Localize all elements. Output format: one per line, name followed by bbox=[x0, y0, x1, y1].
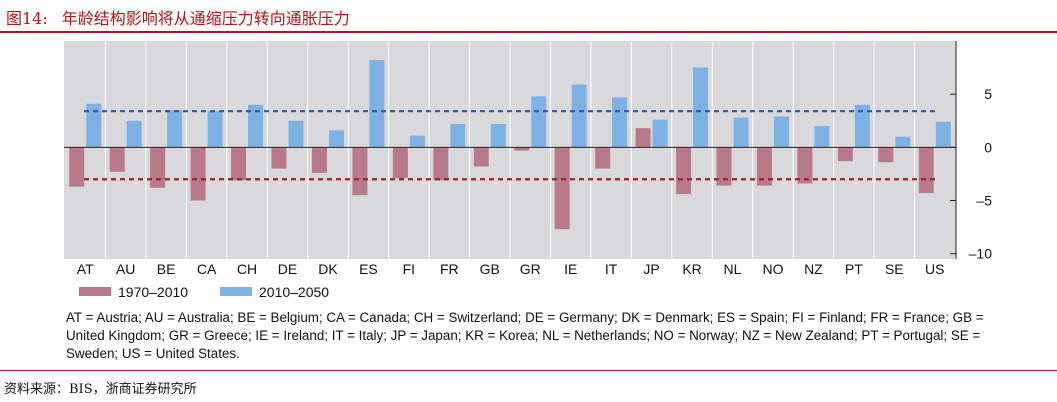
legend-label-2010-2050: 2010–2050 bbox=[259, 284, 329, 300]
x-tick-label-dk: DK bbox=[318, 261, 338, 277]
bar-us-1970-2010 bbox=[918, 147, 934, 194]
bar-at-1970-2010 bbox=[69, 147, 85, 187]
x-tick-label-se: SE bbox=[885, 261, 904, 277]
bar-us-2010-2050 bbox=[935, 121, 951, 148]
x-tick-label-no: NO bbox=[762, 261, 783, 277]
x-tick-label-pt: PT bbox=[845, 261, 863, 277]
bar-ie-2010-2050 bbox=[571, 84, 587, 148]
x-tick-label-ca: CA bbox=[197, 261, 217, 277]
bar-nz-2010-2050 bbox=[814, 126, 830, 148]
bar-it-2010-2050 bbox=[612, 97, 628, 148]
bar-gb-2010-2050 bbox=[490, 123, 506, 148]
x-tick-label-it: IT bbox=[605, 261, 618, 277]
x-tick-label-be: BE bbox=[157, 261, 176, 277]
x-tick-label-fi: FI bbox=[403, 261, 415, 277]
bar-se-2010-2050 bbox=[895, 136, 911, 148]
bar-no-1970-2010 bbox=[756, 147, 772, 186]
x-tick-label-gr: GR bbox=[520, 261, 541, 277]
x-tick-label-es: ES bbox=[359, 261, 378, 277]
x-tick-label-jp: JP bbox=[643, 261, 659, 277]
bar-be-1970-2010 bbox=[150, 147, 166, 188]
y-axis: 5 0 –5 –10 bbox=[950, 86, 992, 262]
legend: 1970–2010 2010–2050 bbox=[79, 284, 329, 300]
legend-swatch-1970-2010 bbox=[79, 287, 111, 296]
y-tick-label: –10 bbox=[969, 246, 993, 262]
bar-jp-1970-2010 bbox=[635, 128, 651, 148]
bar-kr-1970-2010 bbox=[676, 147, 692, 195]
bar-pt-2010-2050 bbox=[854, 104, 870, 148]
bar-se-1970-2010 bbox=[878, 147, 894, 163]
bar-dk-1970-2010 bbox=[311, 147, 327, 173]
bar-fi-2010-2050 bbox=[409, 135, 425, 148]
bar-kr-2010-2050 bbox=[693, 67, 709, 148]
y-tick-label: –5 bbox=[976, 193, 992, 209]
x-tick-label-au: AU bbox=[116, 261, 135, 277]
bar-au-2010-2050 bbox=[126, 120, 142, 148]
bar-es-2010-2050 bbox=[369, 60, 385, 148]
figure-label: 图14: bbox=[6, 9, 48, 28]
bar-es-1970-2010 bbox=[352, 147, 368, 196]
figure-title-text: 年龄结构影响将从通缩压力转向通胀压力 bbox=[61, 9, 350, 28]
x-tick-label-nz: NZ bbox=[804, 261, 823, 277]
bar-ch-1970-2010 bbox=[231, 147, 247, 181]
bar-be-2010-2050 bbox=[167, 110, 183, 148]
bar-fi-1970-2010 bbox=[392, 147, 408, 179]
bar-fr-2010-2050 bbox=[450, 123, 466, 148]
abbreviations-note: AT = Austria; AU = Australia; BE = Belgi… bbox=[66, 310, 984, 361]
figure-title: 图14: 年龄结构影响将从通缩压力转向通胀压力 bbox=[6, 5, 350, 29]
bar-group bbox=[69, 60, 951, 230]
bar-ch-2010-2050 bbox=[248, 104, 264, 148]
bar-nl-2010-2050 bbox=[733, 117, 749, 148]
x-tick-label-us: US bbox=[925, 261, 944, 277]
bar-no-2010-2050 bbox=[773, 116, 789, 148]
bar-ie-1970-2010 bbox=[554, 147, 570, 230]
bar-chart: 5 0 –5 –10 AT AU BE CA CH DE DK ES FI FR GB GR IE IT JP KR… bbox=[64, 41, 992, 300]
bar-nl-1970-2010 bbox=[716, 147, 732, 186]
bar-gr-2010-2050 bbox=[531, 96, 547, 148]
bar-at-2010-2050 bbox=[86, 103, 102, 148]
bar-fr-1970-2010 bbox=[433, 147, 449, 181]
x-tick-label-de: DE bbox=[278, 261, 297, 277]
x-tick-label-fr: FR bbox=[440, 261, 459, 277]
bar-ca-2010-2050 bbox=[207, 111, 223, 148]
bar-ca-1970-2010 bbox=[190, 147, 206, 201]
bar-au-1970-2010 bbox=[109, 147, 125, 172]
bar-jp-2010-2050 bbox=[652, 119, 668, 148]
title-divider bbox=[0, 31, 1057, 33]
x-tick-label-at: AT bbox=[77, 261, 94, 277]
x-tick-label-gb: GB bbox=[480, 261, 500, 277]
x-tick-label-ch: CH bbox=[237, 261, 257, 277]
footer-divider bbox=[0, 370, 1057, 371]
y-tick-label: 5 bbox=[984, 86, 992, 102]
bar-de-1970-2010 bbox=[271, 147, 287, 169]
x-tick-label-nl: NL bbox=[724, 261, 742, 277]
bar-dk-2010-2050 bbox=[328, 130, 344, 148]
category-separators bbox=[104, 41, 916, 259]
bar-gr-1970-2010 bbox=[514, 147, 530, 151]
bar-de-2010-2050 bbox=[288, 120, 304, 148]
legend-label-1970-2010: 1970–2010 bbox=[118, 284, 188, 300]
source-text: 资料来源：BIS，浙商证券研究所 bbox=[4, 382, 197, 397]
bar-pt-1970-2010 bbox=[837, 147, 853, 162]
reference-lines bbox=[84, 110, 938, 181]
x-tick-label-kr: KR bbox=[682, 261, 701, 277]
x-axis: AT AU BE CA CH DE DK ES FI FR GB GR IE IT JP KR NL NO NZ PT… bbox=[77, 261, 945, 277]
bar-nz-1970-2010 bbox=[797, 147, 813, 184]
bar-gb-1970-2010 bbox=[473, 147, 489, 167]
legend-swatch-2010-2050 bbox=[220, 287, 252, 296]
y-tick-label: 0 bbox=[984, 139, 992, 155]
x-tick-label-ie: IE bbox=[564, 261, 577, 277]
bar-it-1970-2010 bbox=[595, 147, 611, 169]
